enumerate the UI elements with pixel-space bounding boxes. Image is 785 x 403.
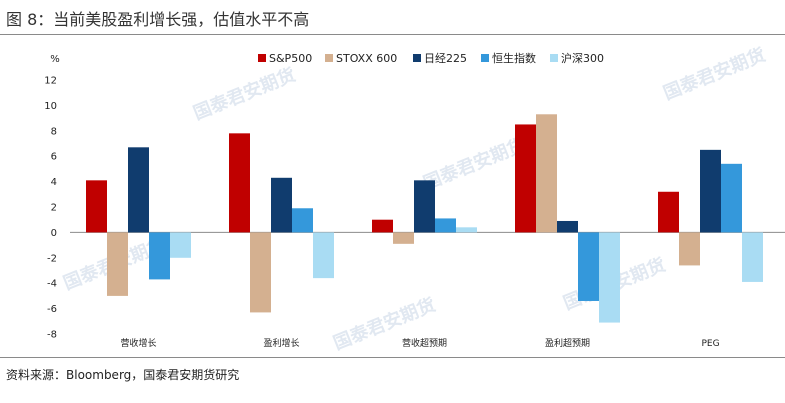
bar: [313, 232, 334, 279]
bar: [721, 163, 742, 233]
legend-label: STOXX 600: [336, 52, 397, 65]
x-tick-label: 盈利增长: [263, 337, 299, 349]
y-tick-label: 8: [51, 126, 57, 137]
bar: [414, 180, 435, 233]
bar: [271, 177, 292, 233]
chart-bars: [86, 114, 763, 323]
bar: [456, 227, 477, 233]
bar: [372, 219, 393, 233]
x-tick-label: 营收增长: [120, 337, 156, 349]
x-axis: 营收增长 盈利增长 营收超预期 盈利超预期 PEG: [120, 337, 719, 349]
bar: [149, 232, 170, 280]
legend-swatch: [481, 54, 489, 62]
bar: [557, 220, 578, 233]
legend-label: 恒生指数: [492, 51, 536, 65]
bar: [515, 124, 536, 233]
y-tick-label: 2: [51, 203, 57, 214]
legend-swatch: [413, 54, 421, 62]
bar: [128, 147, 149, 233]
legend-swatch: [550, 54, 558, 62]
bar: [170, 232, 191, 258]
y-tick-label: -6: [47, 304, 57, 315]
bar: [742, 232, 763, 282]
x-tick-label: PEG: [701, 339, 719, 349]
y-tick-label: 10: [44, 101, 57, 112]
bar: [578, 232, 599, 301]
legend-label: 沪深300: [561, 51, 604, 65]
legend-swatch: [325, 54, 333, 62]
bar: [229, 133, 250, 233]
y-tick-label: 6: [51, 152, 57, 163]
bar: [599, 232, 620, 323]
y-tick-label: -8: [47, 330, 57, 341]
y-axis-unit: %: [50, 54, 60, 65]
legend-label: 日经225: [424, 52, 467, 65]
bar: [250, 232, 271, 313]
y-tick-label: -2: [47, 253, 57, 264]
source-divider: [0, 357, 785, 358]
bar: [107, 232, 128, 296]
chart-legend: S&P500 STOXX 600 日经225 恒生指数 沪深300: [258, 51, 604, 65]
bar: [536, 114, 557, 233]
x-tick-label: 盈利超预期: [545, 337, 590, 349]
figure-title: 图 8：当前美股盈利增长强，估值水平不高: [6, 10, 310, 29]
bar: [679, 232, 700, 266]
source-note: 资料来源：Bloomberg，国泰君安期货研究: [6, 368, 240, 382]
y-tick-label: 4: [51, 177, 57, 188]
bar-chart: S&P500 STOXX 600 日经225 恒生指数 沪深300 % -8 -6 -4 -2 0…: [44, 51, 785, 349]
y-tick-label: 12: [44, 76, 57, 87]
x-tick-label: 营收超预期: [402, 337, 447, 349]
bar: [393, 232, 414, 244]
y-tick-label: -4: [47, 279, 57, 290]
y-tick-label: 0: [51, 228, 57, 239]
bar: [435, 218, 456, 233]
title-divider: [0, 34, 785, 35]
bar: [292, 208, 313, 233]
bar: [86, 180, 107, 233]
bar: [700, 149, 721, 233]
legend-label: S&P500: [269, 52, 312, 65]
legend-swatch: [258, 54, 266, 62]
bar: [658, 191, 679, 233]
